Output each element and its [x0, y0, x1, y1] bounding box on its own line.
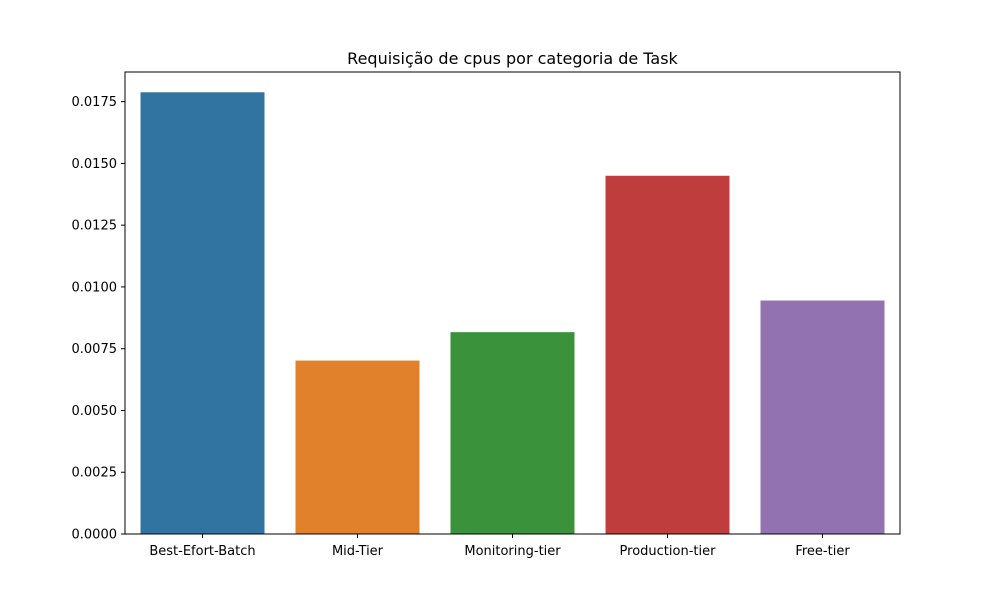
x-tick-label: Best-Efort-Batch [149, 544, 255, 559]
y-tick-label: 0.0150 [72, 157, 118, 172]
plot-frame [124, 71, 901, 535]
y-tick-label: 0.0175 [72, 95, 118, 110]
bars-group [140, 92, 885, 534]
y-tick-label: 0.0125 [72, 219, 118, 234]
x-axis: Best-Efort-Batch Mid-Tier Monitoring-tier P… [149, 534, 850, 559]
y-tick-label: 0.0000 [72, 528, 118, 543]
y-tick-label: 0.0025 [72, 466, 118, 481]
y-axis: 0.0000 0.0025 0.0050 0.0075 0.0100 0.0125 0.01… [72, 95, 125, 543]
x-tick-label: Mid-Tier [332, 544, 384, 559]
y-tick-label: 0.0100 [72, 280, 118, 295]
bar-monitoring-tier [450, 332, 575, 534]
bar-production-tier [605, 175, 730, 534]
y-tick-label: 0.0050 [72, 404, 118, 419]
bar-mid-tier [295, 360, 420, 534]
x-tick-label: Production-tier [620, 544, 717, 559]
x-tick-label: Free-tier [795, 544, 850, 559]
x-tick-label: Monitoring-tier [464, 544, 561, 559]
bar-free-tier [760, 300, 885, 534]
bar-best-efort-batch [140, 92, 265, 534]
chart-title: Requisição de cpus por categoria de Task [347, 49, 678, 68]
y-tick-label: 0.0075 [72, 342, 118, 357]
